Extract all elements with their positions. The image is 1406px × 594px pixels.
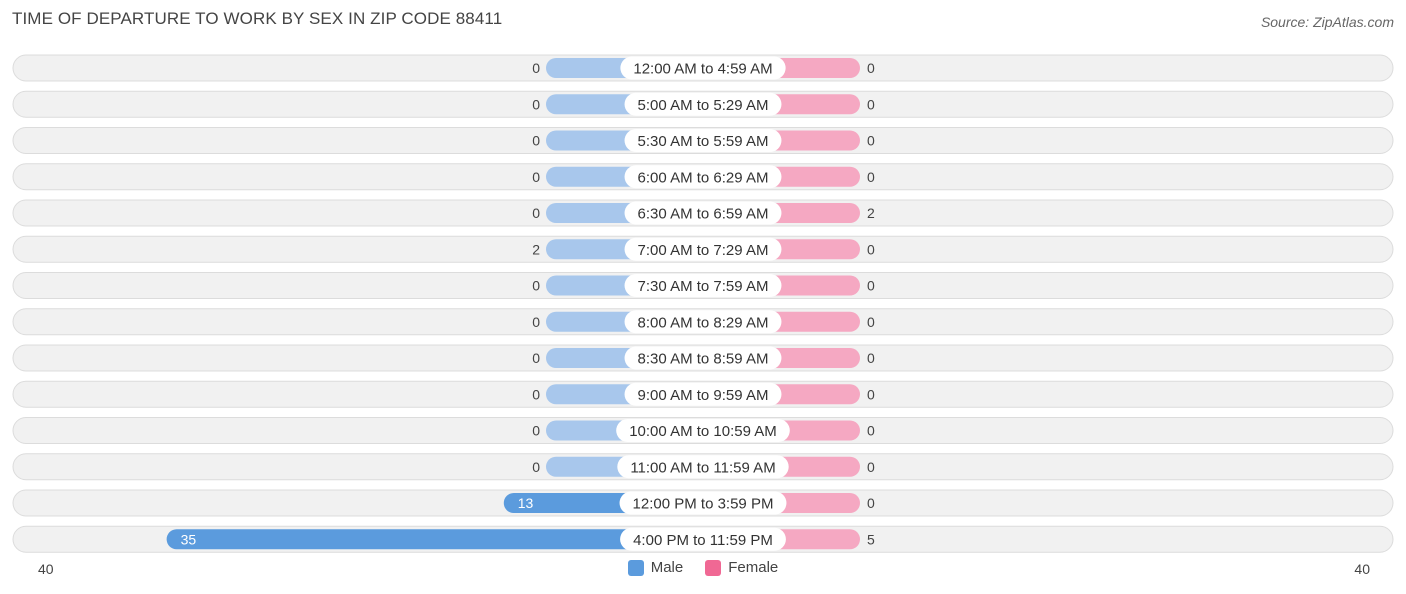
category-pill <box>624 165 782 189</box>
category-pill <box>624 310 782 334</box>
chart-row: 12:00 AM to 4:59 AM 0 0 <box>12 54 1394 82</box>
legend-label-female: Female <box>728 559 779 576</box>
category-label: 10:00 AM to 10:59 AM <box>629 423 777 440</box>
value-label-male: 0 <box>532 169 540 185</box>
value-label-female: 0 <box>867 495 875 511</box>
category-pill <box>624 129 782 152</box>
value-label-female: 0 <box>867 350 875 366</box>
category-label: 12:00 PM to 3:59 PM <box>633 496 774 513</box>
category-pill <box>624 274 782 297</box>
value-label-female: 0 <box>867 169 875 185</box>
value-label-female: 2 <box>867 205 875 221</box>
value-label-female: 0 <box>867 386 875 402</box>
chart-row: 11:00 AM to 11:59 AM 0 0 <box>12 453 1394 481</box>
category-pill <box>619 491 787 515</box>
value-label-female: 0 <box>867 278 875 294</box>
legend-item-male[interactable]: Male <box>627 559 684 576</box>
value-label-male: 0 <box>532 278 540 294</box>
category-pill <box>620 527 786 551</box>
category-label: 5:30 AM to 5:59 AM <box>638 133 769 150</box>
axis-left-max-label: 40 <box>38 561 54 577</box>
category-pill <box>616 419 790 442</box>
category-label: 7:30 AM to 7:59 AM <box>638 278 769 295</box>
value-label-male: 0 <box>532 205 540 221</box>
chart-row: 6:30 AM to 6:59 AM 0 2 <box>12 199 1394 227</box>
chart-title: TIME OF DEPARTURE TO WORK BY SEX IN ZIP … <box>12 9 503 28</box>
chart-row: 7:30 AM to 7:59 AM 0 0 <box>12 272 1394 299</box>
value-label-male: 0 <box>532 386 540 402</box>
chart-row: 9:00 AM to 9:59 AM 0 0 <box>12 380 1394 408</box>
category-label: 9:00 AM to 9:59 AM <box>638 387 769 404</box>
chart-row: 5:00 AM to 5:29 AM 0 0 <box>12 90 1394 118</box>
chart-row: 10:00 AM to 10:59 AM 0 0 <box>12 417 1394 444</box>
value-label-female: 5 <box>867 531 875 547</box>
value-label-male: 0 <box>532 314 540 330</box>
category-pill <box>624 237 782 261</box>
category-label: 5:00 AM to 5:29 AM <box>638 97 769 114</box>
value-label-male: 0 <box>532 350 540 366</box>
chart-row: 7:00 AM to 7:29 AM 2 0 <box>12 235 1394 263</box>
chart-row: 8:30 AM to 8:59 AM 0 0 <box>12 344 1394 372</box>
category-label: 6:00 AM to 6:29 AM <box>638 169 769 186</box>
value-label-male: 13 <box>518 495 534 511</box>
value-label-male: 2 <box>532 241 540 257</box>
chart-row: 12:00 PM to 3:59 PM 13 0 <box>12 489 1394 517</box>
legend-label-male: Male <box>650 559 684 576</box>
value-label-male: 0 <box>532 133 540 149</box>
value-label-male: 0 <box>532 423 540 439</box>
category-pill <box>624 92 782 116</box>
bar-male[interactable] <box>166 529 703 550</box>
legend-swatch-male <box>627 559 644 576</box>
value-label-male: 0 <box>532 96 540 112</box>
category-label: 8:30 AM to 8:59 AM <box>638 351 769 368</box>
chart-row: 6:00 AM to 6:29 AM 0 0 <box>12 163 1394 191</box>
chart-row: 8:00 AM to 8:29 AM 0 0 <box>12 308 1394 336</box>
category-label: 8:00 AM to 8:29 AM <box>638 314 769 331</box>
chart-row: 5:30 AM to 5:59 AM 0 0 <box>12 127 1394 154</box>
legend-swatch-female <box>705 559 722 576</box>
value-label-female: 0 <box>867 314 875 330</box>
category-label: 6:30 AM to 6:59 AM <box>638 206 769 223</box>
category-pill <box>620 56 786 80</box>
value-label-female: 0 <box>867 459 875 475</box>
chart-legend: Male Female <box>0 559 1406 576</box>
category-pill <box>624 346 782 370</box>
category-pill <box>617 455 789 479</box>
category-label: 11:00 AM to 11:59 AM <box>630 459 775 476</box>
value-label-female: 0 <box>867 423 875 439</box>
value-label-male: 0 <box>532 60 540 76</box>
chart-row: 4:00 PM to 11:59 PM 35 5 <box>12 525 1394 553</box>
value-label-female: 0 <box>867 133 875 149</box>
category-label: 7:00 AM to 7:29 AM <box>638 242 769 259</box>
axis-right-max-label: 40 <box>1354 561 1370 577</box>
value-label-male: 35 <box>181 531 197 547</box>
category-label: 12:00 AM to 4:59 AM <box>633 61 772 78</box>
category-pill <box>624 201 782 225</box>
value-label-male: 0 <box>532 459 540 475</box>
chart-source: Source: ZipAtlas.com <box>1260 14 1394 30</box>
legend-item-female[interactable]: Female <box>705 559 778 576</box>
value-label-female: 0 <box>867 60 875 76</box>
value-label-female: 0 <box>867 96 875 112</box>
category-label: 4:00 PM to 11:59 PM <box>633 532 773 549</box>
value-label-female: 0 <box>867 241 875 257</box>
category-pill <box>624 382 782 406</box>
